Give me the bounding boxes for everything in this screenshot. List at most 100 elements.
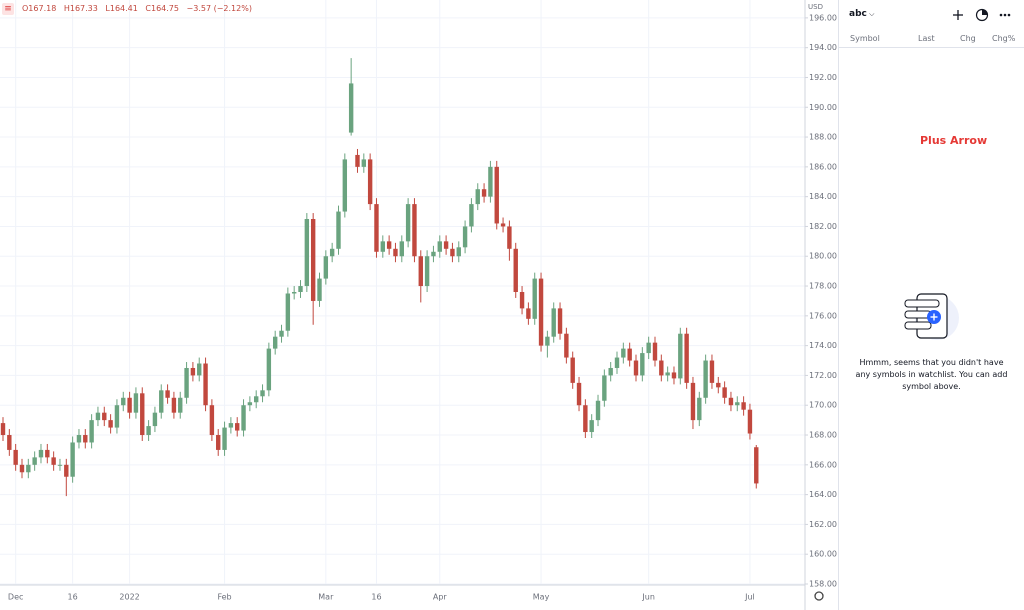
candle-body (418, 256, 423, 287)
y-tick-label: 194.00 (809, 43, 837, 52)
candle-body (443, 241, 449, 249)
candle-body (640, 353, 645, 376)
candle-body (665, 372, 670, 376)
candle-body (355, 154, 360, 167)
empty-line: Hmmm, seems that you didn't have (859, 358, 1004, 367)
candle-body (329, 248, 335, 257)
candle-body (367, 159, 373, 205)
candle-body (159, 390, 164, 413)
candle-body (551, 308, 556, 337)
ohlc-header: O167.18 H167.33 L164.41 C164.75 −3.57 (−… (22, 4, 257, 13)
candle-body (557, 308, 563, 334)
candle-body (431, 251, 436, 257)
column-symbol[interactable]: Symbol (850, 34, 880, 43)
candle-body (272, 336, 278, 349)
change-label: −3.57 (−2.12%) (186, 4, 252, 13)
candle-body (399, 241, 404, 257)
candle-body (627, 348, 632, 361)
candle-body (481, 189, 487, 197)
close-label: C164.75 (145, 4, 179, 13)
candle-body (728, 397, 734, 406)
candle-body (121, 397, 126, 406)
x-tick-label: Feb (217, 593, 231, 602)
annotation-label: Plus Arrow (920, 134, 988, 147)
candle-body (57, 464, 63, 466)
y-tick-label: 188.00 (809, 133, 837, 142)
y-tick-label: 184.00 (809, 192, 837, 201)
x-tick-label: Jun (641, 593, 655, 602)
candle-body (323, 256, 329, 279)
candle-body (336, 211, 341, 249)
candle-body (633, 360, 639, 376)
candle-body (608, 367, 613, 376)
candle-body (146, 426, 151, 436)
candle-body (310, 219, 316, 301)
y-tick-label: 178.00 (809, 282, 837, 291)
candle-body (64, 464, 69, 477)
candle-body (108, 420, 113, 428)
candle-body (595, 400, 601, 421)
candle-body (247, 402, 253, 406)
candle-body (538, 278, 544, 346)
chart-view-button[interactable] (975, 8, 989, 22)
candle-body (32, 457, 37, 465)
currency-label[interactable]: USD (808, 3, 823, 11)
candle-body (462, 226, 468, 248)
x-tick-label: Apr (433, 593, 448, 602)
y-tick-label: 168.00 (809, 431, 837, 440)
y-tick-label: 176.00 (809, 311, 837, 320)
candle-body (697, 397, 702, 421)
candle-body (165, 390, 170, 398)
candle-body (171, 397, 177, 413)
candle-body (197, 363, 202, 376)
candle-body (709, 360, 715, 383)
candle-body (342, 159, 348, 212)
candle-body (545, 336, 550, 346)
candle-body (241, 405, 246, 431)
y-tick-label: 158.00 (809, 580, 837, 589)
candle-body (722, 387, 727, 398)
candle-body (690, 382, 696, 421)
candle-body (735, 402, 740, 406)
x-tick-label: Mar (318, 593, 334, 602)
candle-body (285, 293, 291, 331)
candle-body (646, 342, 651, 354)
candle-body (405, 204, 411, 242)
candle-body (133, 393, 139, 413)
settings-icon[interactable] (814, 591, 824, 601)
candle-body (127, 397, 132, 413)
y-tick-label: 174.00 (809, 341, 837, 350)
candle-body (519, 292, 525, 309)
y-tick-label: 180.00 (809, 252, 837, 261)
candle-body (424, 256, 430, 287)
grid (0, 0, 805, 585)
candle-body (621, 348, 626, 358)
toolbar-icons (953, 8, 1011, 22)
x-tick-label: 16 (68, 593, 78, 602)
candle-body (26, 464, 31, 473)
candle-body (51, 457, 56, 465)
candle-body (659, 360, 664, 376)
candle-body (614, 357, 620, 368)
empty-line: symbol above. (902, 382, 961, 391)
column-chg[interactable]: Chg (960, 34, 976, 43)
candle-body (291, 292, 297, 294)
watchlist-name[interactable]: abc (849, 9, 874, 19)
candle-body (652, 342, 658, 361)
more-button[interactable] (999, 13, 1011, 17)
candle-body (671, 372, 677, 379)
candle-body (203, 363, 208, 406)
candle-body (209, 405, 215, 436)
y-tick-label: 190.00 (809, 103, 837, 112)
column-chg-pct[interactable]: Chg% (992, 34, 1016, 43)
candle-body (235, 423, 240, 431)
add-symbol-button[interactable] (953, 10, 963, 20)
x-tick-label: 16 (371, 593, 381, 602)
candle-body (450, 248, 455, 257)
menu-icon[interactable]: ≡ (2, 3, 14, 15)
candle-body (437, 241, 442, 252)
candle-body (317, 278, 322, 301)
column-last[interactable]: Last (918, 34, 935, 43)
